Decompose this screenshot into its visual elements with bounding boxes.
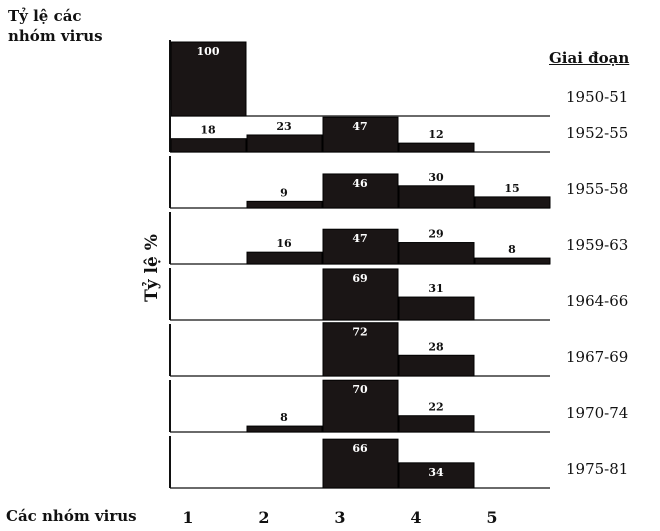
period-label: 1964-66 xyxy=(566,292,628,310)
bar-value-label: 8 xyxy=(508,243,516,256)
bar-value-label: 9 xyxy=(280,186,288,199)
bar-value-label: 47 xyxy=(352,120,367,133)
period-header: Giai đoạn xyxy=(549,49,630,67)
top-left-title: Tỷ lệ các nhóm virus xyxy=(8,6,103,46)
bar xyxy=(246,425,323,433)
bar xyxy=(322,438,399,489)
bar-value-label: 47 xyxy=(352,232,367,245)
bar-value-label: 34 xyxy=(428,466,444,479)
period-label: 1967-69 xyxy=(566,348,628,366)
bar xyxy=(474,196,551,209)
x-tick-label: 2 xyxy=(258,508,269,527)
bar-value-label: 69 xyxy=(352,272,367,285)
bar-value-label: 15 xyxy=(504,182,519,195)
bar xyxy=(398,415,475,433)
bar xyxy=(398,185,475,209)
bar-value-label: 23 xyxy=(276,120,291,133)
bar-value-label: 30 xyxy=(428,171,444,184)
bar-value-label: 100 xyxy=(197,45,220,58)
period-panel-1967-69: 72 28 1967-69 xyxy=(169,322,628,377)
bar xyxy=(322,268,399,321)
bar xyxy=(398,242,475,265)
period-panel-1964-66: 69 31 1964-66 xyxy=(169,268,628,321)
period-label: 1950-51 xyxy=(566,88,628,106)
period-panel-1970-74: 8 70 22 1970-74 xyxy=(169,379,628,433)
bar xyxy=(398,142,475,153)
x-tick-label: 4 xyxy=(410,508,421,527)
bar-value-label: 66 xyxy=(352,442,368,455)
bar-value-label: 22 xyxy=(428,401,443,414)
period-label: 1955-58 xyxy=(566,180,628,198)
period-panel-1975-81: 66 34 1975-81 xyxy=(169,436,628,489)
bar xyxy=(246,134,323,153)
bar-value-label: 18 xyxy=(200,124,216,137)
x-axis-label: Các nhóm virus xyxy=(6,507,137,525)
period-label: 1975-81 xyxy=(566,460,628,478)
bar-value-label: 72 xyxy=(352,326,367,339)
period-label: 1952-55 xyxy=(566,124,628,142)
bar xyxy=(398,354,475,377)
bar xyxy=(398,462,475,489)
bar xyxy=(170,138,247,153)
bar-value-label: 46 xyxy=(352,177,368,190)
bar xyxy=(322,116,399,153)
bar xyxy=(246,200,323,209)
bar xyxy=(322,322,399,377)
bar-value-label: 29 xyxy=(428,228,443,241)
top-title-line1: Tỷ lệ các xyxy=(8,7,82,25)
x-tick-label: 1 xyxy=(182,508,193,527)
x-tick-label: 5 xyxy=(486,508,497,527)
period-label: 1959-63 xyxy=(566,236,628,254)
bar-value-label: 8 xyxy=(280,411,288,424)
period-panel-1950-51: 100 1950-51 xyxy=(169,40,628,117)
period-panel-1955-58: 9 46 30 15 1955-58 xyxy=(169,156,628,209)
bar xyxy=(170,41,247,117)
top-title-line2: nhóm virus xyxy=(8,27,103,45)
bar xyxy=(322,173,399,209)
bar-value-label: 31 xyxy=(428,282,443,295)
bar xyxy=(246,251,323,265)
bar-value-label: 12 xyxy=(428,128,443,141)
bar xyxy=(398,296,475,321)
bar xyxy=(474,257,551,265)
x-tick-label: 3 xyxy=(334,508,345,527)
bar xyxy=(322,379,399,433)
period-panel-1952-55: 18 23 47 12 1952-55 xyxy=(169,100,628,153)
bar-value-label: 70 xyxy=(352,383,368,396)
bar-value-label: 28 xyxy=(428,340,444,353)
bar xyxy=(322,228,399,265)
period-panel-1959-63: 16 47 29 8 1959-63 xyxy=(169,212,628,265)
bar-value-label: 16 xyxy=(276,237,292,250)
period-label: 1970-74 xyxy=(566,404,628,422)
